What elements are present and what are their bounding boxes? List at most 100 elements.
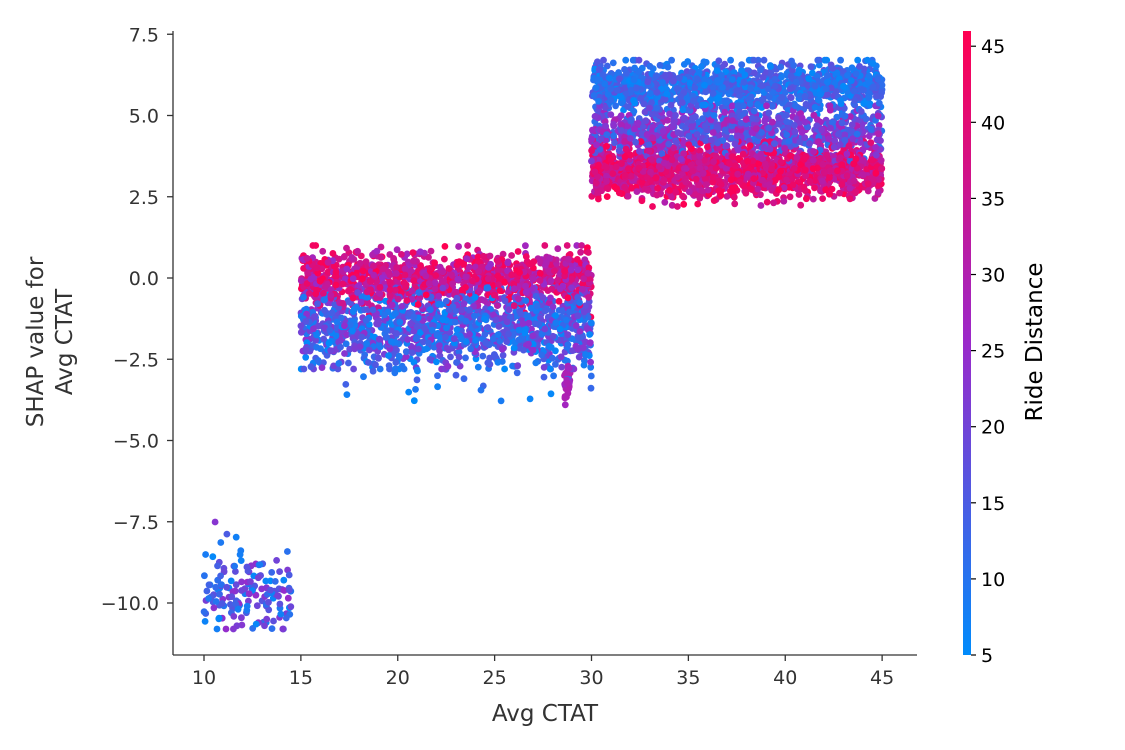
scatter-point [386,292,394,300]
scatter-point [862,115,870,123]
scatter-point [638,197,646,205]
scatter-point [878,81,886,89]
scatter-point [276,568,283,575]
scatter-point [350,365,357,373]
scatter-point [454,275,462,283]
scatter-point [227,601,234,608]
scatter-point [210,604,218,612]
scatter-point [568,275,575,283]
scatter-point [810,111,818,119]
scatter-point [797,201,805,209]
scatter-point [757,202,765,209]
scatter-point [585,294,592,301]
scatter-point [505,306,513,313]
scatter-point [413,376,421,384]
scatter-point [715,57,723,65]
scatter-point [342,340,350,348]
scatter-point [213,625,221,633]
scatter-point [445,265,453,272]
scatter-point [474,253,482,261]
scatter-point [680,139,687,147]
scatter-point [325,339,333,347]
scatter-point [354,247,361,255]
scatter-point [738,61,746,69]
scatter-point [795,191,803,198]
scatter-point [668,56,675,64]
scatter-point [405,388,413,396]
scatter-point [205,595,213,602]
scatter-point [549,354,556,362]
scatter-point [819,195,826,203]
scatter-point [503,338,510,345]
scatter-point [824,91,831,98]
scatter-point [284,594,292,602]
scatter-point [442,297,450,305]
scatter-point [508,252,515,259]
scatter-point [212,598,220,605]
scatter-point [201,618,209,625]
scatter-point [668,201,676,209]
scatter-point [410,359,418,366]
scatter-point [603,172,610,180]
scatter-point [858,122,866,130]
scatter-point [702,88,710,96]
scatter-point [526,395,534,403]
scatter-point [496,287,504,294]
scatter-point [479,352,487,360]
scatter-point [846,113,854,120]
scatter-point [388,301,396,309]
scatter-point [802,172,810,180]
scatter-point [404,336,412,343]
scatter-point [377,254,385,261]
scatter-point [302,353,310,361]
scatter-point [525,319,533,327]
scatter-point [550,372,557,380]
scatter-point [486,252,494,260]
scatter-point [532,307,540,315]
scatter-point [218,600,226,607]
scatter-point [628,184,636,192]
scatter-point [690,185,698,193]
scatter-point [686,79,694,87]
scatter-point [509,362,516,370]
scatter-point [659,142,666,149]
scatter-point [211,518,219,526]
scatter-point [310,325,317,333]
scatter-point [706,97,714,104]
scatter-point [547,277,555,285]
scatter-point [514,248,522,255]
scatter-point [661,198,669,206]
scatter-point [232,533,240,541]
scatter-point [314,357,322,364]
scatter-point [609,59,617,67]
scatter-point [222,625,230,633]
scatter-point [258,585,266,593]
scatter-point [395,352,403,360]
scatter-point [402,353,410,360]
scatter-point [202,551,210,558]
scatter-point [474,363,482,371]
scatter-point [453,326,461,333]
scatter-point [639,122,647,130]
scatter-point [830,143,838,151]
scatter-point [501,365,508,373]
scatter-point [519,320,527,327]
scatter-point [549,332,557,340]
scatter-point [720,120,728,128]
scatter-point [704,186,712,194]
scatter-point [574,294,581,301]
scatter-point [547,294,554,302]
scatter-point [546,365,554,373]
scatter-point [564,341,572,348]
scatter-point [441,255,448,263]
scatter-point [447,353,454,361]
scatter-point [833,113,841,121]
scatter-point [306,290,313,297]
scatter-point [687,102,695,110]
scatter-point [763,198,771,206]
scatter-point [874,182,882,190]
scatter-point [271,578,279,585]
scatter-point [598,187,605,195]
scatter-point [205,581,213,589]
